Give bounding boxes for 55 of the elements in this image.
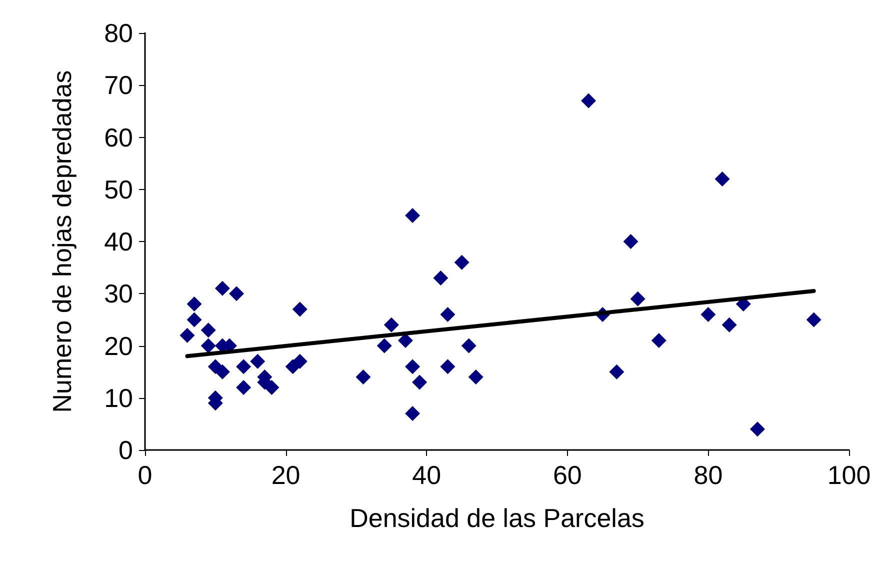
point <box>405 359 420 374</box>
point <box>180 328 195 343</box>
point <box>376 338 392 354</box>
point <box>214 280 230 296</box>
point <box>454 254 470 270</box>
point <box>264 380 280 395</box>
x-tick-label: 80 <box>694 460 723 490</box>
point <box>292 354 308 369</box>
point <box>200 338 216 354</box>
point <box>651 333 666 348</box>
point <box>806 312 822 328</box>
point <box>623 234 638 249</box>
point <box>186 296 202 312</box>
x-tick-label: 60 <box>552 460 582 490</box>
y-tick-label: 60 <box>104 122 133 152</box>
point <box>630 291 646 306</box>
point <box>700 306 716 322</box>
point <box>581 93 596 108</box>
point <box>750 422 765 437</box>
point <box>384 317 399 332</box>
point <box>468 370 484 385</box>
y-tick-label: 20 <box>104 330 133 361</box>
point <box>200 322 216 338</box>
point <box>722 317 737 332</box>
x-tick-label: 100 <box>827 460 871 490</box>
y-tick-label: 50 <box>104 174 133 204</box>
y-tick-label: 40 <box>104 226 133 256</box>
y-tick-label: 30 <box>104 278 133 309</box>
point <box>440 306 456 322</box>
point <box>433 270 448 286</box>
x-tick-label: 20 <box>271 460 300 490</box>
point <box>714 171 730 186</box>
y-tick-label: 10 <box>104 382 133 413</box>
x-tick-label: 0 <box>138 460 152 490</box>
point <box>461 338 476 354</box>
point <box>186 312 202 328</box>
y-tick-label: 0 <box>118 435 133 465</box>
point <box>292 302 308 317</box>
x-axis-title: Densidad de las Parcelas <box>350 503 644 533</box>
y-tick-label: 80 <box>104 18 133 48</box>
x-tick-label: 40 <box>412 460 442 490</box>
point <box>405 406 420 422</box>
point <box>405 208 420 223</box>
point <box>412 374 428 390</box>
y-tick-label: 70 <box>104 70 133 100</box>
point <box>236 359 252 374</box>
point <box>440 359 456 374</box>
point <box>609 364 624 380</box>
point <box>229 286 244 302</box>
point <box>356 370 371 385</box>
point <box>236 380 252 395</box>
y-axis-title: Numero de hojas depredadas <box>47 70 77 413</box>
point <box>398 333 413 348</box>
point <box>214 364 230 380</box>
point <box>250 354 266 369</box>
